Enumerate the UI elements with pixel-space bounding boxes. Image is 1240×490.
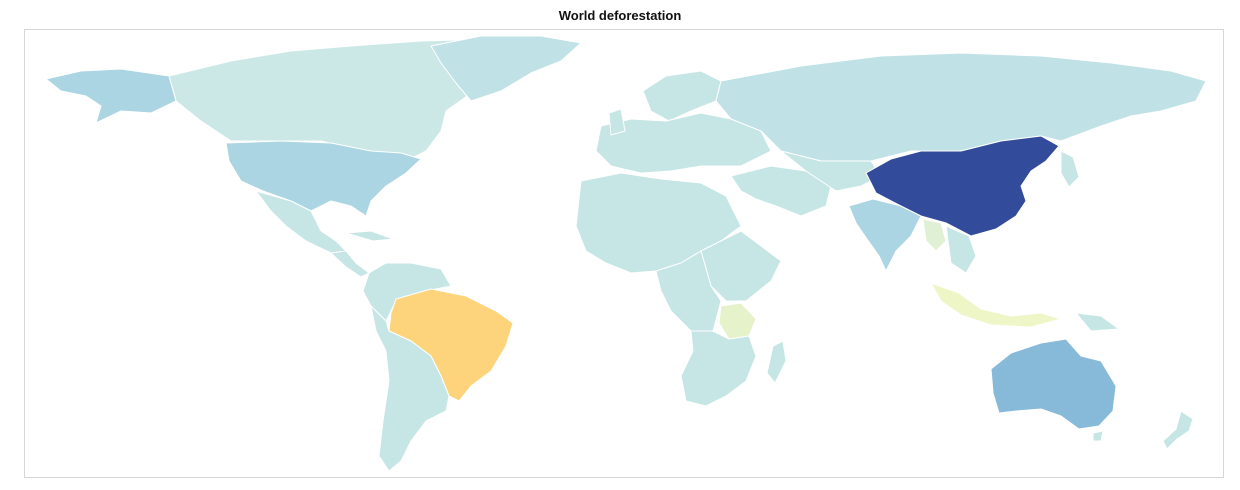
country-tasmania xyxy=(1092,430,1104,442)
country-cuba xyxy=(345,230,394,242)
country-southeast-asia xyxy=(945,225,977,274)
country-myanmar xyxy=(922,218,947,252)
map-frame xyxy=(24,29,1224,478)
country-central-america xyxy=(330,250,370,278)
country-middle-east xyxy=(730,165,832,217)
country-madagascar xyxy=(766,340,787,384)
country-zambia xyxy=(718,302,757,340)
country-indonesia xyxy=(930,282,1062,328)
country-russia xyxy=(715,52,1207,162)
country-new-zealand xyxy=(1162,410,1194,450)
country-east-africa xyxy=(700,230,782,302)
country-greenland xyxy=(430,35,582,102)
country-india xyxy=(848,198,922,272)
country-alaska xyxy=(45,68,177,124)
world-map xyxy=(45,35,1207,472)
country-southern-africa xyxy=(680,330,757,407)
country-usa xyxy=(225,140,422,217)
country-scandinavia xyxy=(642,70,722,122)
country-australia xyxy=(990,338,1117,430)
country-uk xyxy=(608,108,626,136)
country-china xyxy=(865,135,1060,237)
country-papua xyxy=(1075,312,1120,332)
country-canada xyxy=(168,38,522,167)
country-central-africa xyxy=(655,250,722,332)
country-south-america-west xyxy=(370,305,450,472)
country-europe xyxy=(595,112,772,174)
map-title: World deforestation xyxy=(558,8,682,23)
country-korea-japan xyxy=(1060,150,1080,188)
